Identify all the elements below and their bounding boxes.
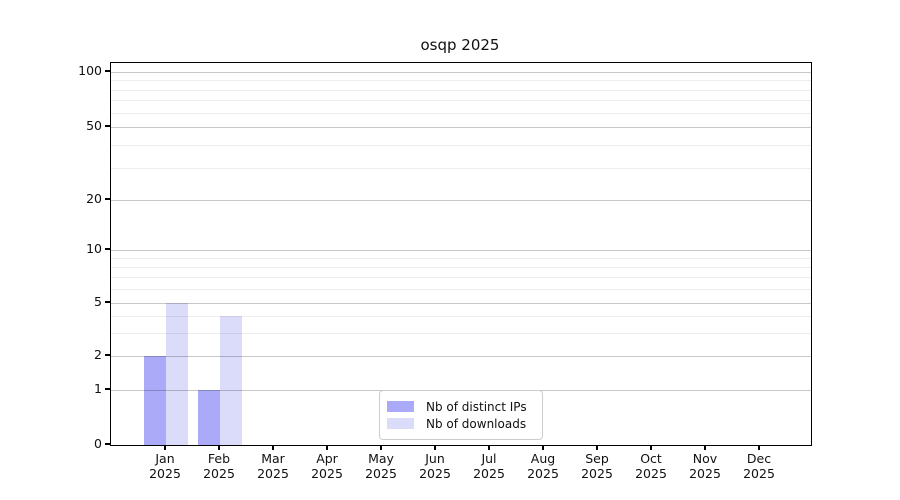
x-tick-month: Oct <box>640 451 662 466</box>
major-gridline <box>111 356 811 357</box>
x-tick-month: Sep <box>585 451 609 466</box>
x-tick-mark <box>380 445 382 450</box>
major-gridline <box>111 250 811 251</box>
bar-distinct-ips <box>198 390 220 445</box>
x-tick-label: Mar 2025 <box>245 451 301 481</box>
legend-swatch-downloads <box>387 418 414 429</box>
minor-gridline <box>111 89 811 91</box>
x-tick-month: Mar <box>261 451 285 466</box>
x-tick-label: Nov 2025 <box>677 451 733 481</box>
minor-gridline <box>111 100 811 102</box>
y-tick-label: 20 <box>86 191 102 206</box>
x-tick-year: 2025 <box>365 466 397 481</box>
x-tick-label: May 2025 <box>353 451 409 481</box>
y-tick-mark <box>105 248 110 250</box>
x-tick-month: Aug <box>530 451 556 466</box>
x-tick-label: Sep 2025 <box>569 451 625 481</box>
x-tick-year: 2025 <box>419 466 451 481</box>
x-tick-mark <box>758 445 760 450</box>
major-gridline <box>111 200 811 201</box>
x-tick-label: Jan 2025 <box>137 451 193 481</box>
x-tick-label: Dec 2025 <box>731 451 787 481</box>
minor-gridline <box>111 315 811 317</box>
major-gridline <box>111 72 811 73</box>
x-tick-mark <box>164 445 166 450</box>
x-tick-month: Nov <box>692 451 718 466</box>
x-tick-label: Oct 2025 <box>623 451 679 481</box>
x-tick-year: 2025 <box>581 466 613 481</box>
legend-item: Nb of downloads <box>387 416 533 431</box>
bar-downloads <box>166 303 188 445</box>
minor-gridline <box>111 112 811 114</box>
x-tick-label: Feb 2025 <box>191 451 247 481</box>
x-tick-year: 2025 <box>527 466 559 481</box>
x-tick-mark <box>650 445 652 450</box>
x-tick-month: Jun <box>425 451 445 466</box>
legend-label: Nb of distinct IPs <box>426 399 527 414</box>
x-tick-label: Aug 2025 <box>515 451 571 481</box>
x-tick-year: 2025 <box>203 466 235 481</box>
bar-distinct-ips <box>144 356 166 445</box>
x-tick-year: 2025 <box>473 466 505 481</box>
minor-gridline <box>111 267 811 269</box>
y-tick-mark <box>105 301 110 303</box>
minor-gridline <box>111 332 811 334</box>
x-tick-month: Apr <box>316 451 338 466</box>
y-tick-label: 1 <box>94 381 102 396</box>
minor-gridline <box>111 167 811 169</box>
y-tick-label: 100 <box>78 63 102 78</box>
y-tick-mark <box>105 125 110 127</box>
x-tick-year: 2025 <box>149 466 181 481</box>
x-tick-label: Jul 2025 <box>461 451 517 481</box>
x-tick-mark <box>326 445 328 450</box>
legend-item: Nb of distinct IPs <box>387 399 533 414</box>
y-tick-label: 2 <box>94 347 102 362</box>
chart-title: osqp 2025 <box>420 36 500 54</box>
x-tick-mark <box>542 445 544 450</box>
minor-gridline <box>111 144 811 146</box>
y-tick-label: 0 <box>94 436 102 451</box>
x-tick-year: 2025 <box>257 466 289 481</box>
x-tick-year: 2025 <box>743 466 775 481</box>
y-tick-mark <box>105 354 110 356</box>
y-tick-label: 10 <box>86 241 102 256</box>
y-tick-label: 5 <box>94 294 102 309</box>
x-tick-month: May <box>368 451 394 466</box>
x-tick-year: 2025 <box>311 466 343 481</box>
x-tick-mark <box>434 445 436 450</box>
minor-gridline <box>111 258 811 260</box>
legend-swatch-distinct-ips <box>387 401 414 412</box>
x-tick-mark <box>704 445 706 450</box>
x-tick-mark <box>272 445 274 450</box>
minor-gridline <box>111 289 811 291</box>
x-tick-year: 2025 <box>689 466 721 481</box>
y-tick-mark <box>105 198 110 200</box>
y-tick-mark <box>105 70 110 72</box>
y-tick-label: 50 <box>86 118 102 133</box>
x-tick-mark <box>596 445 598 450</box>
major-gridline <box>111 127 811 128</box>
y-tick-mark <box>105 388 110 390</box>
x-tick-year: 2025 <box>635 466 667 481</box>
y-tick-mark <box>105 443 110 445</box>
x-tick-month: Jul <box>481 451 497 466</box>
x-tick-label: Jun 2025 <box>407 451 463 481</box>
legend-label: Nb of downloads <box>426 416 527 431</box>
major-gridline <box>111 303 811 304</box>
x-tick-month: Feb <box>207 451 231 466</box>
legend: Nb of distinct IPs Nb of downloads <box>379 390 543 440</box>
minor-gridline <box>111 80 811 82</box>
x-tick-month: Jan <box>155 451 175 466</box>
minor-gridline <box>111 277 811 279</box>
x-tick-mark <box>488 445 490 450</box>
x-tick-label: Apr 2025 <box>299 451 355 481</box>
x-tick-month: Dec <box>746 451 772 466</box>
x-tick-mark <box>218 445 220 450</box>
bar-downloads <box>220 315 242 445</box>
plot-area <box>110 62 812 446</box>
